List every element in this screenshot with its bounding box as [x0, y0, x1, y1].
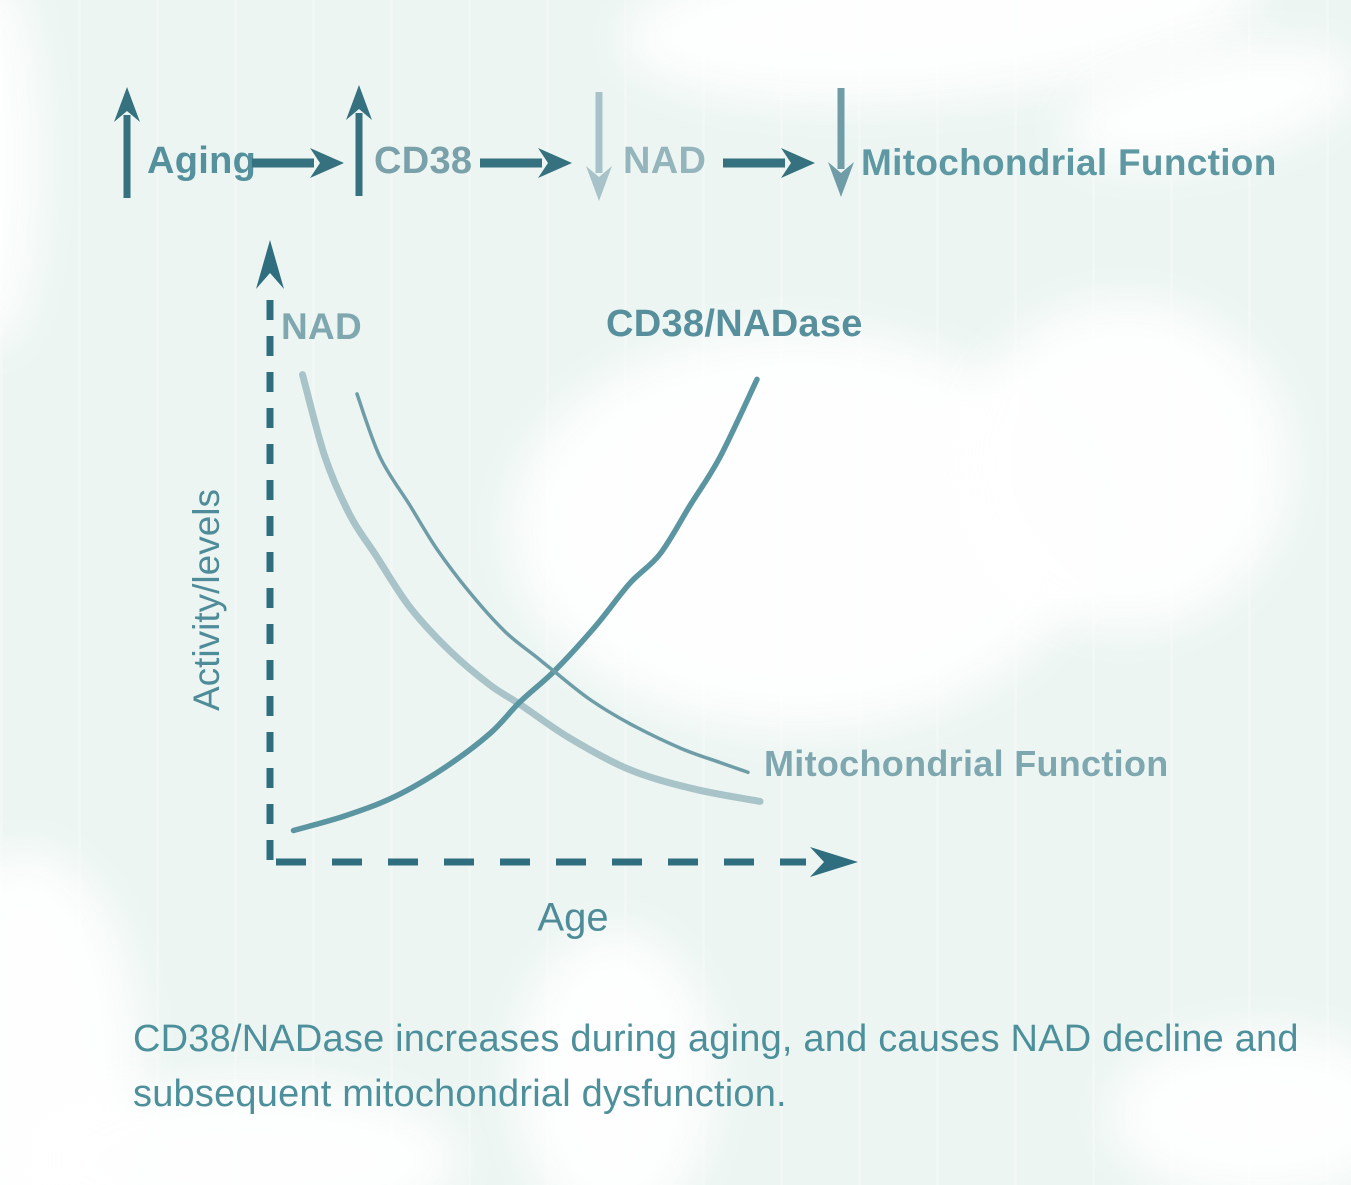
curve-cd38-nadase: [290, 376, 760, 834]
arrow-head: [310, 148, 344, 178]
chart-curves: [290, 371, 764, 834]
series-label-nad: NAD: [281, 306, 363, 347]
decorative-blob: [1110, 1030, 1351, 1185]
flow-label-mitochondrial-function: Mitochondrial Function: [861, 142, 1277, 183]
flow-right-arrow-icon: [723, 148, 815, 178]
arrow-head: [114, 87, 140, 122]
decorative-blob: [515, 930, 715, 1185]
flow-label-aging: Aging: [147, 140, 257, 182]
mitochondrial-function-decrease-down-arrow-icon: [828, 88, 854, 197]
figure-caption: CD38/NADase increases during aging, and …: [133, 1018, 1299, 1115]
flow-label-cd38: CD38: [374, 140, 473, 182]
x-axis-arrow-head: [810, 847, 858, 877]
arrow-head: [346, 85, 372, 120]
flow-label-nad: NAD: [623, 140, 707, 182]
flow-right-arrow-icon: [252, 148, 344, 178]
series-label-mitochondrial-function: Mitochondrial Function: [764, 743, 1169, 784]
decorative-blob: [960, 300, 1290, 630]
x-axis: [276, 847, 858, 877]
x-axis-label: Age: [537, 895, 609, 940]
arrow-head: [538, 148, 572, 178]
series-label-cd38-nadase: CD38/NADase: [606, 303, 863, 345]
arrow-head: [781, 148, 815, 178]
curve-mitochondrial-function: [355, 392, 750, 775]
y-axis-label: Activity/levels: [186, 488, 227, 712]
arrow-head: [828, 162, 854, 197]
arrow-head: [586, 166, 612, 201]
y-axis: [256, 240, 284, 862]
curve-nad: [299, 371, 764, 805]
flow-right-arrow-icon: [480, 148, 572, 178]
aging-increase-up-arrow-icon: [114, 87, 140, 198]
nad-decrease-down-arrow-icon: [586, 92, 612, 201]
cd38-increase-up-arrow-icon: [346, 85, 372, 196]
y-axis-arrow-head: [256, 240, 284, 289]
